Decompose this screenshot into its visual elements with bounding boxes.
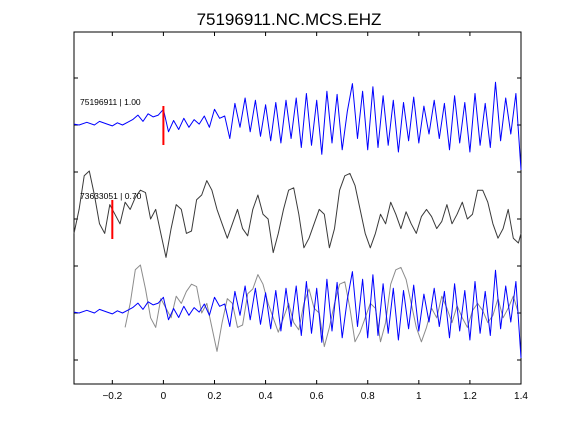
x-tick-label: −0.2 [102, 391, 122, 402]
x-ticks: −0.2 0 0.2 0.4 0.6 0.8 1 1.2 1.4 [102, 32, 528, 402]
pick-markers [111, 106, 165, 239]
traces [73, 81, 522, 359]
x-tick-label: 0.2 [208, 391, 222, 402]
overlay-trace-75196911 [73, 269, 522, 359]
plot-frame [73, 31, 522, 385]
x-tick-label: 0 [161, 391, 167, 402]
x-tick-label: 1.2 [463, 391, 477, 402]
chart-title: 75196911.NC.MCS.EHZ [197, 10, 382, 29]
x-tick-label: 1 [416, 391, 422, 402]
x-tick-label: 0.6 [310, 391, 324, 402]
overlay-trace-73633051 [124, 264, 519, 352]
trace-73633051 [73, 170, 522, 258]
trace-label-2: 73633051 | 0.70 [80, 191, 142, 201]
x-tick-label: 0.4 [259, 391, 273, 402]
trace-75196911 [73, 81, 522, 171]
trace-label-1: 75196911 | 1.00 [80, 97, 141, 107]
x-tick-label: 0.8 [361, 391, 375, 402]
x-tick-label: 1.4 [514, 391, 528, 402]
